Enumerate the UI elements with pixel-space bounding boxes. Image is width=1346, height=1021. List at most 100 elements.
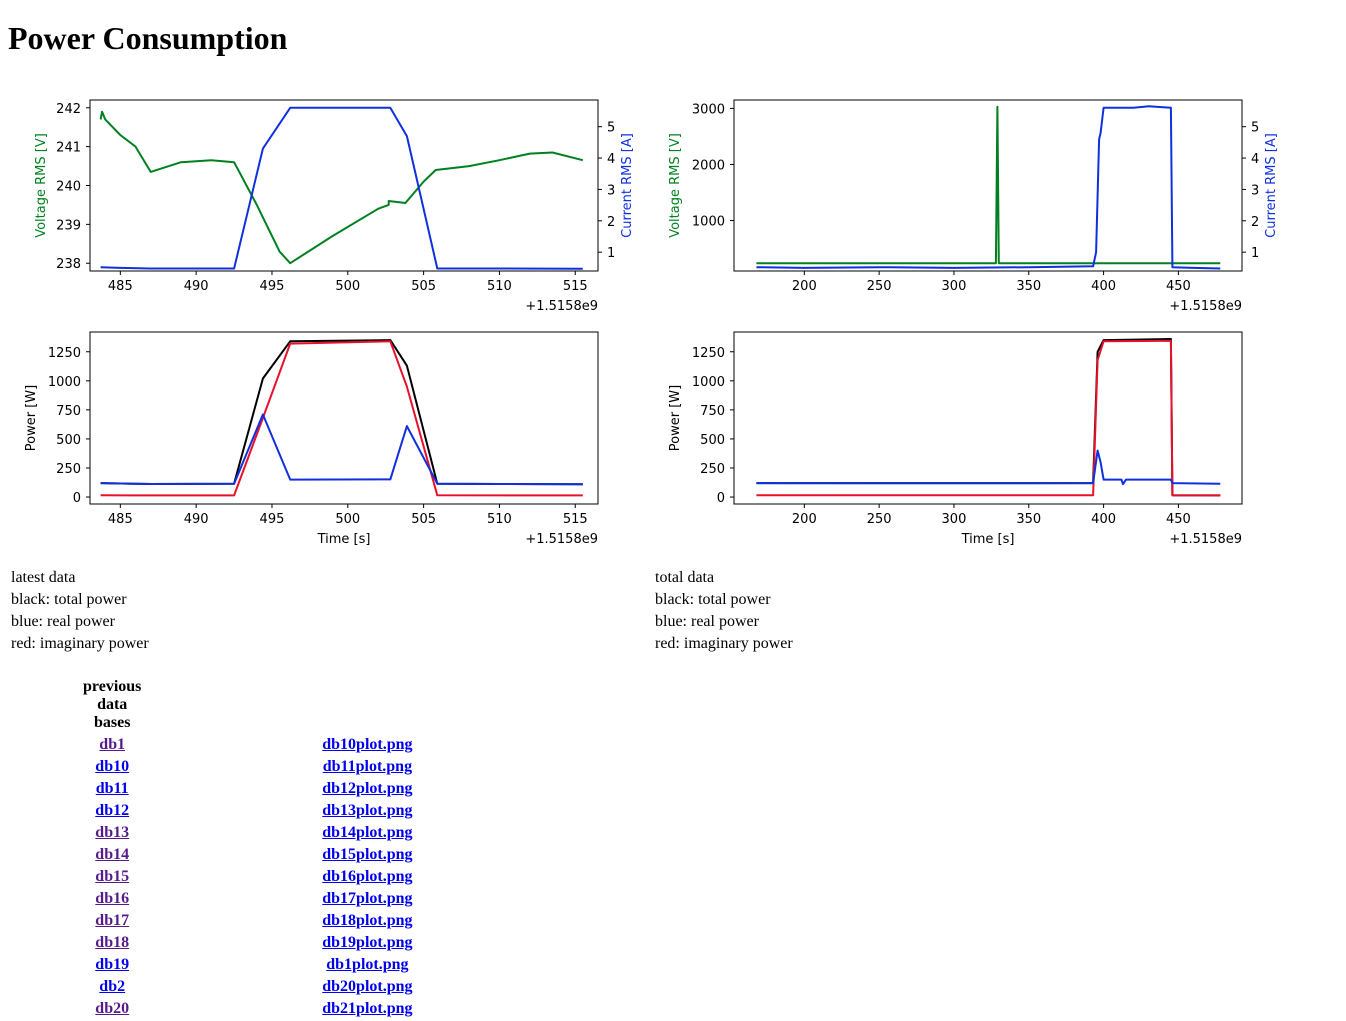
- database-link[interactable]: db20: [95, 1000, 130, 1017]
- x-tick-label: 515: [563, 279, 588, 294]
- x-tick-label: 505: [411, 279, 436, 294]
- plot-frame: [733, 99, 1243, 272]
- previous-databases-table: previous data bases db1 db10plot.png db10 d…: [8, 675, 520, 1021]
- plot-image-link[interactable]: db15plot.png: [322, 846, 413, 863]
- x-tick-label: 350: [1016, 512, 1041, 527]
- y-tick-label: 238: [56, 257, 81, 272]
- database-link[interactable]: db14: [95, 846, 130, 863]
- plot-image-link[interactable]: db19plot.png: [322, 934, 413, 951]
- table-row: db20 db21plot.png: [10, 999, 518, 1019]
- table-header: previous data bases: [83, 678, 142, 731]
- database-link[interactable]: db13: [95, 824, 130, 841]
- x-tick-label: 500: [335, 512, 360, 527]
- plot-image-link[interactable]: db10plot.png: [322, 736, 413, 753]
- plot-frame: [89, 331, 599, 505]
- plot-image-link[interactable]: db14plot.png: [322, 824, 413, 841]
- database-link[interactable]: db18: [95, 934, 130, 951]
- table-row: db1 db10plot.png: [10, 735, 518, 755]
- total-notes-line: blue: real power: [655, 613, 759, 630]
- y-tick-label: 1000: [692, 215, 725, 230]
- database-link[interactable]: db1: [99, 736, 126, 753]
- voltage-series-line: [756, 105, 1221, 265]
- x-tick-label: 495: [260, 279, 285, 294]
- latest-power-svg: 485 490 495 500 505 510 515 +1.5158e9 Time [s] 0 2…: [24, 331, 599, 547]
- real-power-series-line: [100, 413, 583, 486]
- table-row: db14 db15plot.png: [10, 845, 518, 865]
- x-tick-label: 300: [942, 512, 967, 527]
- x-offset-label: +1.5158e9: [1169, 299, 1242, 314]
- plot-image-link[interactable]: db11plot.png: [322, 758, 413, 775]
- database-link[interactable]: db11: [95, 780, 129, 797]
- y-tick-label: 750: [700, 404, 725, 419]
- database-link[interactable]: db2: [99, 978, 126, 995]
- y2-tick-label: 4: [607, 152, 615, 167]
- table-row: db19 db1plot.png: [10, 955, 518, 975]
- database-link[interactable]: db12: [95, 802, 130, 819]
- plot-frame: [733, 331, 1243, 505]
- y2-tick-label: 3: [1251, 183, 1259, 198]
- x-tick-label: 500: [335, 279, 360, 294]
- table-row: db10 db11plot.png: [10, 757, 518, 777]
- y-tick-label: 250: [700, 462, 725, 477]
- y-tick-label: 500: [56, 433, 81, 448]
- database-link[interactable]: db10: [95, 758, 130, 775]
- latest-notes-line: black: total power: [11, 591, 127, 608]
- latest-notes-line: red: imaginary power: [11, 635, 149, 652]
- x-tick-label: 510: [487, 279, 512, 294]
- x-tick-label: 250: [867, 279, 892, 294]
- x-tick-label: 490: [184, 279, 209, 294]
- page-title: Power Consumption: [8, 20, 288, 56]
- x-tick-label: 450: [1166, 512, 1191, 527]
- latest-voltage-current-svg: 485 490 495 500 505 510 515 +1.5158e9 238 239 240 2…: [34, 99, 635, 314]
- real-power-series-line: [756, 449, 1221, 486]
- current-series-line: [756, 105, 1221, 270]
- y-tick-label: 500: [700, 433, 725, 448]
- x-axis-label: Time [s]: [317, 532, 371, 547]
- y-tick-label: 0: [717, 491, 725, 506]
- plot-image-link[interactable]: db12plot.png: [322, 780, 413, 797]
- database-link[interactable]: db16: [95, 890, 130, 907]
- database-link[interactable]: db19: [95, 956, 130, 973]
- plot-image-link[interactable]: db20plot.png: [322, 978, 413, 995]
- database-link[interactable]: db15: [95, 868, 130, 885]
- x-tick-label: 510: [487, 512, 512, 527]
- x-tick-label: 200: [792, 512, 817, 527]
- x-offset-label: +1.5158e9: [1169, 532, 1242, 547]
- x-tick-label: 485: [108, 279, 133, 294]
- plot-image-link[interactable]: db18plot.png: [322, 912, 413, 929]
- y2-tick-label: 2: [1251, 215, 1259, 230]
- x-offset-label: +1.5158e9: [525, 299, 598, 314]
- previous-databases-body: db1 db10plot.png db10 db11plot.png db11 db12p…: [10, 735, 518, 1019]
- voltage-series-line: [99, 110, 584, 265]
- y2-tick-label: 3: [607, 183, 615, 198]
- y2-tick-label: 5: [1251, 121, 1259, 136]
- latest-power-plot: 485 490 495 500 505 510 515 +1.5158e9 Time [s] 0 2…: [0, 322, 640, 552]
- latest-voltage-current-plot: 485 490 495 500 505 510 515 +1.5158e9 238 239 240 2…: [0, 90, 640, 318]
- table-row: db16 db17plot.png: [10, 889, 518, 909]
- x-tick-label: 400: [1091, 512, 1116, 527]
- plot-image-link[interactable]: db16plot.png: [322, 868, 413, 885]
- plot-image-link[interactable]: db1plot.png: [326, 956, 409, 973]
- plot-image-link[interactable]: db21plot.png: [322, 1000, 413, 1017]
- total-voltage-current-plot: 200 250 300 350 400 450 +1.5158e9 1000 2000 3000 V…: [644, 90, 1304, 318]
- database-link[interactable]: db17: [95, 912, 130, 929]
- y-tick-label: 1250: [48, 346, 81, 361]
- x-tick-label: 200: [792, 279, 817, 294]
- plot-image-link[interactable]: db17plot.png: [322, 890, 413, 907]
- y-tick-label: 750: [56, 404, 81, 419]
- x-tick-label: 350: [1016, 279, 1041, 294]
- y2-axis-label: Current RMS [A]: [1264, 133, 1279, 238]
- x-tick-label: 250: [867, 512, 892, 527]
- y2-axis-label: Current RMS [A]: [620, 133, 635, 238]
- plot-image-link[interactable]: db13plot.png: [322, 802, 413, 819]
- current-series-line: [100, 106, 583, 270]
- y-tick-label: 242: [56, 102, 81, 117]
- imaginary-power-series-line: [100, 340, 583, 497]
- x-tick-label: 450: [1166, 279, 1191, 294]
- total-power-series-line: [756, 338, 1221, 497]
- total-notes-line: red: imaginary power: [655, 635, 793, 652]
- y-tick-label: 250: [56, 462, 81, 477]
- x-tick-label: 300: [942, 279, 967, 294]
- table-row: db11 db12plot.png: [10, 779, 518, 799]
- y-tick-label: 1000: [48, 375, 81, 390]
